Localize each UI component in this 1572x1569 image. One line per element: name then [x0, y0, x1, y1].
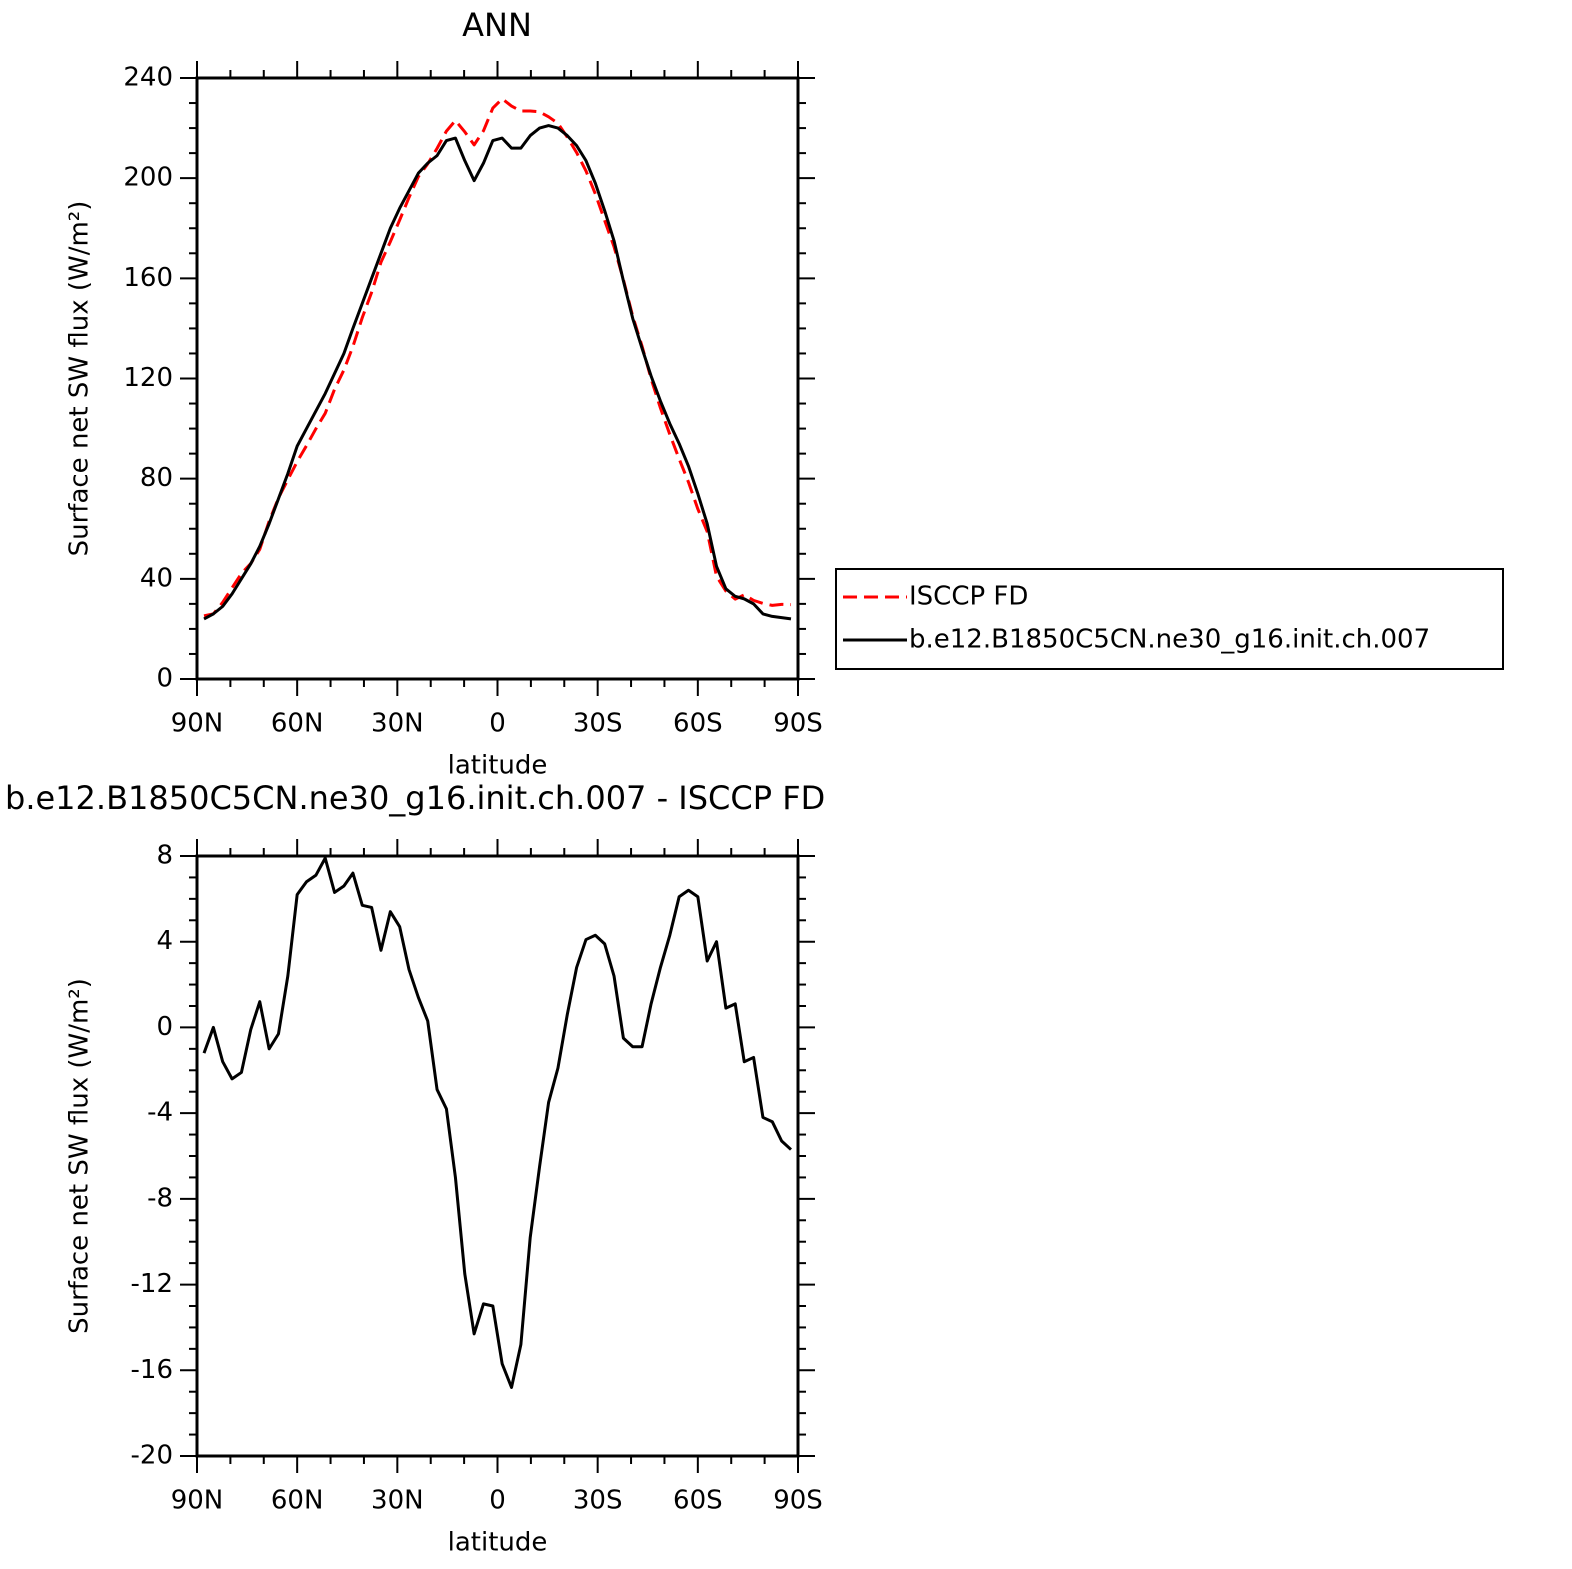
- legend: ISCCP FD b.e12.B1850C5CN.ne30_g16.init.ch…: [835, 568, 1504, 670]
- y-tick-label: 160: [123, 263, 173, 293]
- x-axis-label: latitude: [448, 1528, 548, 1558]
- y-tick-label: -16: [131, 1355, 173, 1385]
- y-tick-label: 240: [123, 63, 173, 93]
- y-tick-label: -20: [131, 1441, 173, 1471]
- x-tick-label: 30N: [371, 709, 424, 739]
- y-axis-label: Surface net SW flux (W/m²): [65, 978, 95, 1334]
- legend-label: ISCCP FD: [909, 582, 1028, 612]
- series-line: [203, 124, 792, 621]
- y-tick-label: 0: [156, 664, 173, 694]
- x-tick-label: 60N: [271, 709, 324, 739]
- x-axis-label: latitude: [448, 751, 548, 781]
- legend-box: [835, 568, 1504, 670]
- x-tick-label: 90N: [171, 1486, 224, 1516]
- x-tick-label: 60S: [673, 1486, 723, 1516]
- y-tick-label: 4: [156, 926, 173, 956]
- x-tick-label: 90S: [773, 709, 823, 739]
- chart-title: b.e12.B1850C5CN.ne30_g16.init.ch.007 - I…: [5, 779, 825, 817]
- y-tick-label: -4: [147, 1098, 173, 1128]
- y-tick-label: 120: [123, 363, 173, 393]
- x-tick-label: 90N: [171, 709, 224, 739]
- plot-frame: [195, 76, 800, 681]
- x-tick-label: 90S: [773, 1486, 823, 1516]
- x-tick-label: 0: [489, 1486, 506, 1516]
- x-tick-label: 60S: [673, 709, 723, 739]
- chart-title: ANN: [462, 6, 532, 44]
- plot-frame: [195, 854, 800, 1458]
- x-tick-label: 30S: [573, 709, 623, 739]
- y-tick-label: -8: [147, 1183, 173, 1213]
- y-tick-label: 80: [140, 463, 173, 493]
- series-line: [203, 97, 792, 618]
- x-tick-label: 30S: [573, 1486, 623, 1516]
- legend-label: b.e12.B1850C5CN.ne30_g16.init.ch.007: [909, 625, 1430, 655]
- y-axis-label: Surface net SW flux (W/m²): [65, 201, 95, 557]
- series-line: [202, 856, 793, 1389]
- y-tick-label: -12: [131, 1269, 173, 1299]
- y-tick-label: 40: [140, 563, 173, 593]
- y-tick-label: 200: [123, 163, 173, 193]
- x-tick-label: 60N: [271, 1486, 324, 1516]
- x-tick-label: 0: [489, 709, 506, 739]
- y-tick-label: 8: [156, 841, 173, 871]
- y-tick-label: 0: [156, 1012, 173, 1042]
- x-tick-label: 30N: [371, 1486, 424, 1516]
